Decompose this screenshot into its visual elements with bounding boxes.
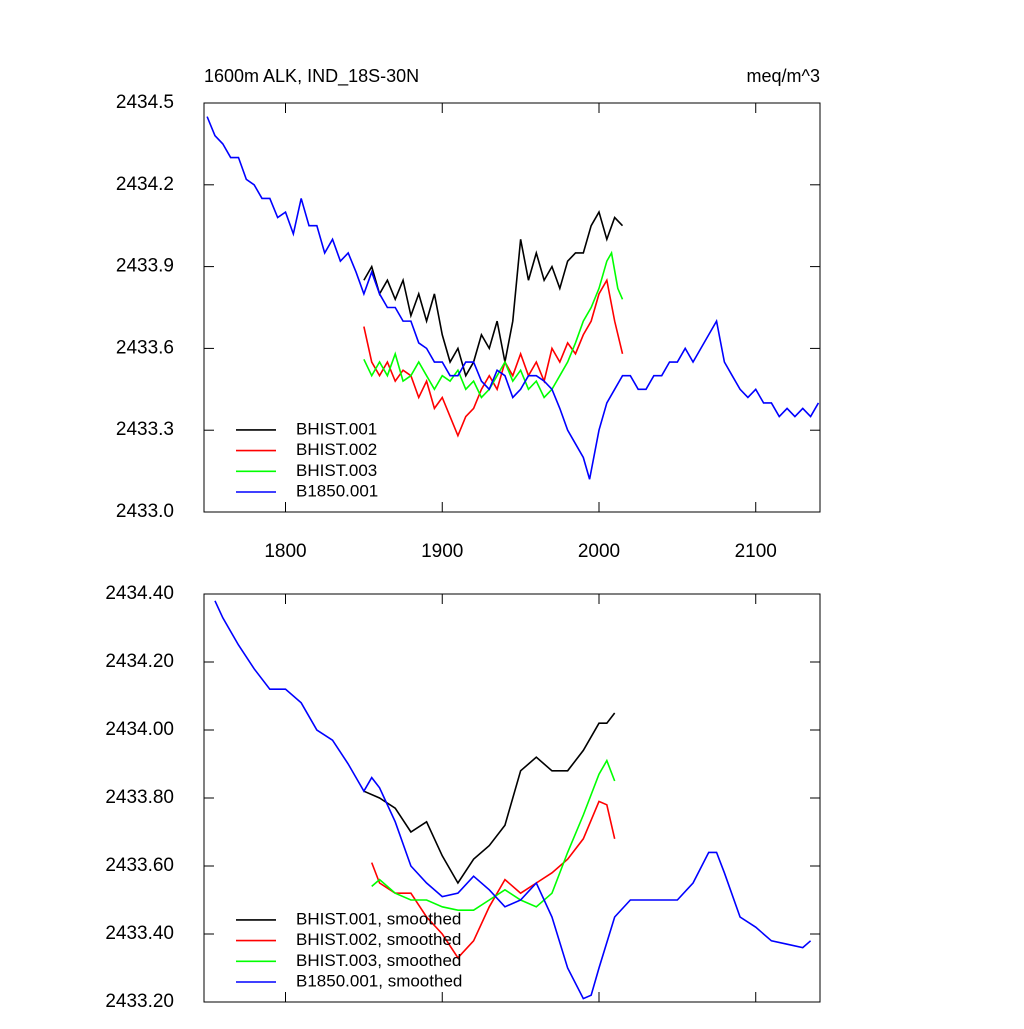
chart-title: 1600m ALK, IND_18S-30N <box>204 66 419 87</box>
x-tick-label: 1900 <box>421 541 463 562</box>
y-tick-label: 2433.3 <box>116 419 174 440</box>
y-tick-label: 2433.20 <box>105 991 174 1012</box>
y-tick-label: 2433.60 <box>105 855 174 876</box>
legend-label: B1850.001 <box>296 481 378 500</box>
y-tick-label: 2434.00 <box>105 719 174 740</box>
legend-label: BHIST.002 <box>296 440 377 459</box>
y-tick-label: 2433.6 <box>116 337 174 358</box>
series-line <box>370 800 616 960</box>
y-tick-label: 2433.40 <box>105 923 174 944</box>
legend-label: BHIST.001 <box>296 419 377 438</box>
y-tick-label: 2433.80 <box>105 787 174 808</box>
series-line <box>206 116 820 480</box>
series-line <box>363 250 624 399</box>
y-tick-label: 2433.0 <box>116 501 174 522</box>
series-line <box>371 758 616 911</box>
legend-label: BHIST.002, smoothed <box>296 930 461 949</box>
x-tick-label: 2100 <box>735 541 777 562</box>
series-line <box>214 600 812 1000</box>
y-tick-label: 2434.40 <box>105 583 174 604</box>
legend-label: BHIST.001, smoothed <box>296 909 461 928</box>
y-tick-label: 2434.20 <box>105 651 174 672</box>
legend-label: BHIST.003, smoothed <box>296 951 461 970</box>
y-tick-label: 2434.5 <box>116 92 174 113</box>
plot-frame <box>203 102 821 513</box>
x-tick-label: 2000 <box>578 541 620 562</box>
series-line <box>363 277 624 438</box>
y-tick-label: 2434.2 <box>116 174 174 195</box>
legend-label: BHIST.003 <box>296 461 377 480</box>
y-tick-label: 2433.9 <box>116 256 174 277</box>
series-line <box>363 210 624 378</box>
x-tick-label: 1800 <box>264 541 306 562</box>
legend-label: B1850.001, smoothed <box>296 971 462 990</box>
series-line <box>363 712 616 885</box>
units-label: meq/m^3 <box>747 66 820 86</box>
